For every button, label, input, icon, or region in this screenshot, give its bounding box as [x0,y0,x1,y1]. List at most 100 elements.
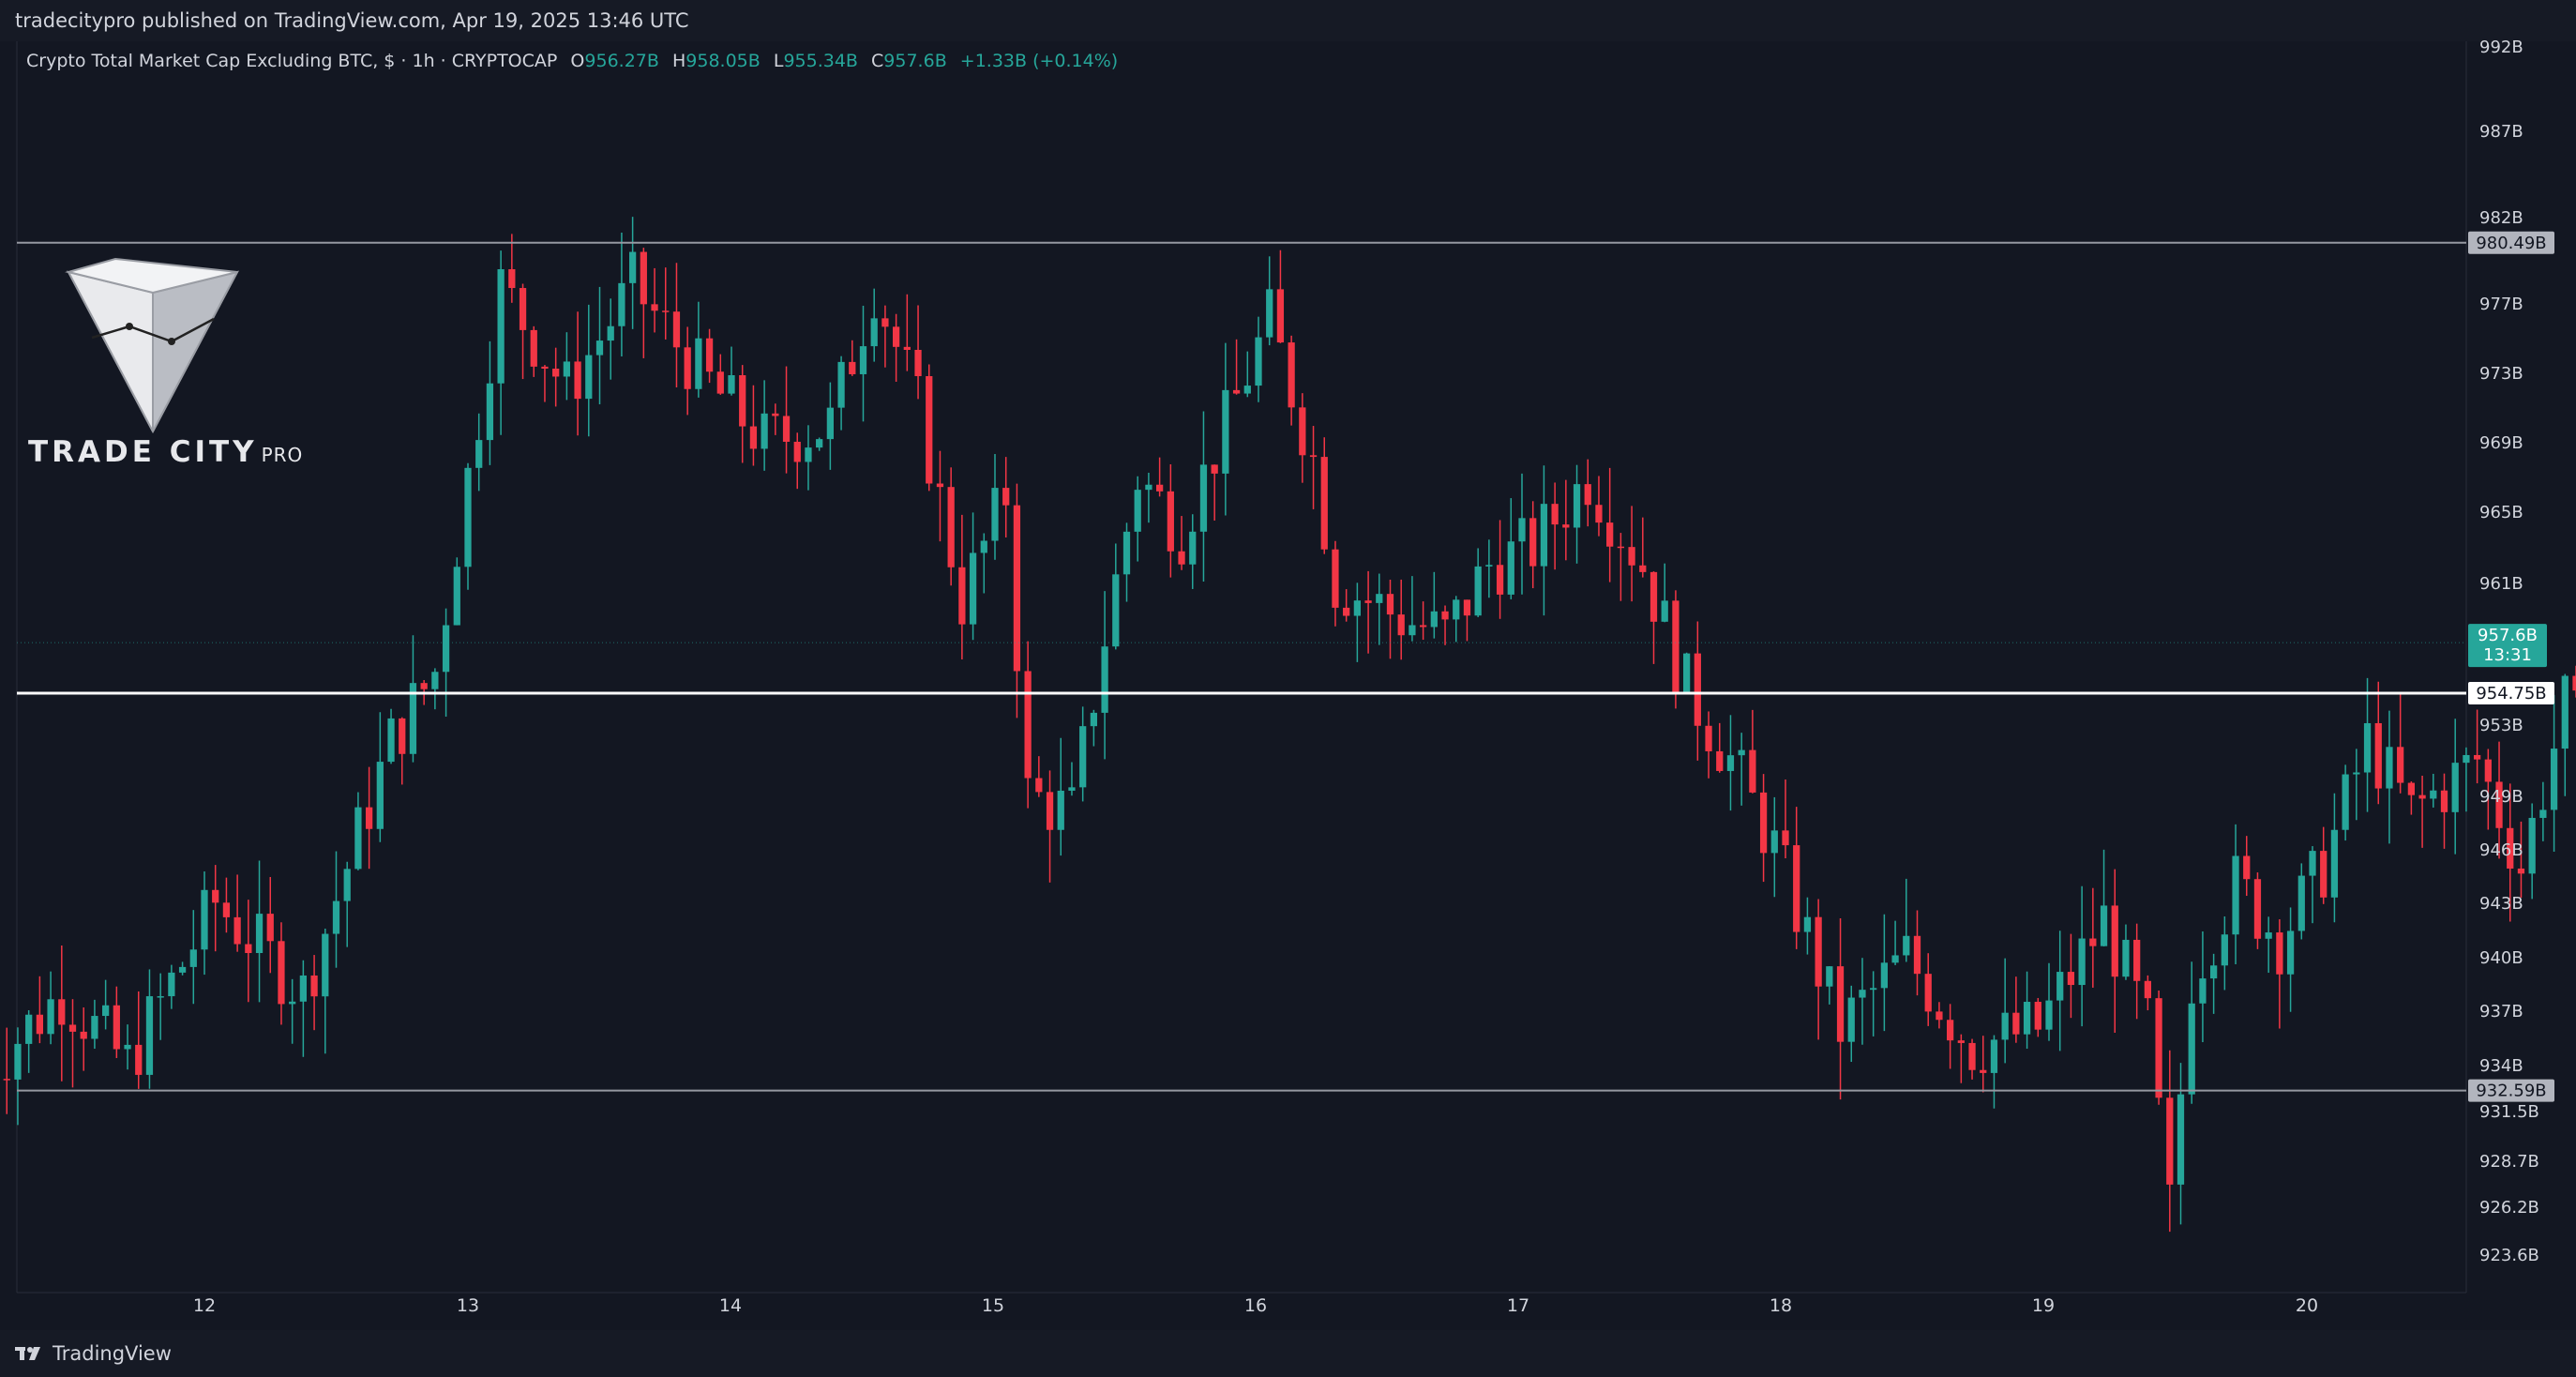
candle-body [1332,549,1339,608]
candle [1122,522,1131,602]
close-label: C [871,51,884,71]
time-tick-label: 14 [719,1295,742,1316]
candle [1507,498,1514,599]
last-price-badge [2468,624,2547,668]
candle [1836,918,1845,1100]
candle-body [2045,1000,2053,1030]
level-label: 980.49B [2476,234,2546,253]
tradingview-logo-icon [15,1347,40,1360]
candle [2012,976,2020,1043]
candle [2572,665,2576,698]
time-tick-label: 15 [982,1295,1004,1316]
candle [1024,641,1032,809]
candle-body [343,869,351,901]
candle-body [255,914,264,954]
candle-body [1178,551,1185,565]
candle [1661,563,1668,623]
trade-city-logo-icon [65,257,239,434]
candle-body [222,902,231,917]
candle [80,1006,87,1071]
candle [1682,652,1691,694]
footer-brand: TradingView [53,1342,172,1365]
candle-body [585,355,593,400]
candle [837,356,845,431]
candle [1167,464,1174,578]
candle-body [266,914,274,942]
candle [2320,826,2327,904]
candle [343,861,351,947]
candle-body [135,1044,143,1075]
candle-body [2430,790,2437,799]
candle [1320,437,1328,554]
candle-body [2276,932,2283,975]
candle [1726,715,1735,811]
candle [552,347,560,407]
candle-body [212,889,219,903]
price-tick-label: 953B [2479,716,2523,735]
candle-body [1782,830,1789,846]
candle-body [1112,574,1120,647]
candle [376,712,384,842]
candle-body [1551,504,1559,525]
candle [409,635,417,763]
candle [101,979,110,1030]
candle-body [1079,726,1087,788]
candle-body [1507,541,1514,595]
candle-body [1749,749,1756,793]
candle [2463,747,2470,812]
time-tick-label: 20 [2296,1295,2318,1316]
candle-body [399,718,406,754]
candle-body [793,441,801,462]
candle [2188,961,2195,1104]
candle [1793,807,1800,949]
candle [618,232,625,357]
tradingview-footer[interactable]: TradingView [0,1330,2576,1377]
candle-body [332,900,340,934]
candle [2067,933,2075,1019]
level-label: 932.59B [2476,1082,2546,1101]
candle [772,403,779,435]
candle [2561,673,2568,796]
candle-body [772,413,779,416]
candle [1606,467,1614,583]
candle [1430,571,1438,639]
candle [640,248,647,358]
candle-body [1891,955,1899,963]
candle [1463,599,1471,642]
candle [1936,1002,1943,1029]
candle-body [991,488,999,541]
candle-body [1584,484,1591,506]
candles [3,217,2576,1233]
candle-body [2166,1097,2174,1185]
candle [859,305,867,422]
candle-body [1672,600,1680,692]
candle [453,557,460,626]
candle-body [816,439,823,448]
candle [1112,543,1120,650]
candle-body [91,1016,98,1039]
candle [1540,465,1548,616]
candle-body [1540,504,1548,567]
candle [607,298,614,380]
candle-body [3,1079,10,1081]
price-tick-label: 937B [2479,1002,2523,1021]
candle [1101,591,1108,760]
candle [805,425,812,491]
candle [2550,694,2558,853]
candle [585,304,593,437]
candle [816,437,823,451]
candle [749,385,758,466]
candle [1288,335,1295,426]
candle-body [881,318,889,327]
time-axis[interactable]: 12 13 14 15 16 17 18 19 20 [193,1295,2318,1316]
candle-body [1847,997,1855,1042]
candle [892,313,900,383]
candle-body [1650,571,1658,622]
candle [870,288,878,362]
candle-body [168,972,175,997]
price-tick-label: 982B [2479,208,2523,228]
candle-body [431,672,439,689]
price-axis[interactable]: 992B 987B 982B 977B 973B 969B 965B 961B 953B 949B… [2479,38,2539,1265]
